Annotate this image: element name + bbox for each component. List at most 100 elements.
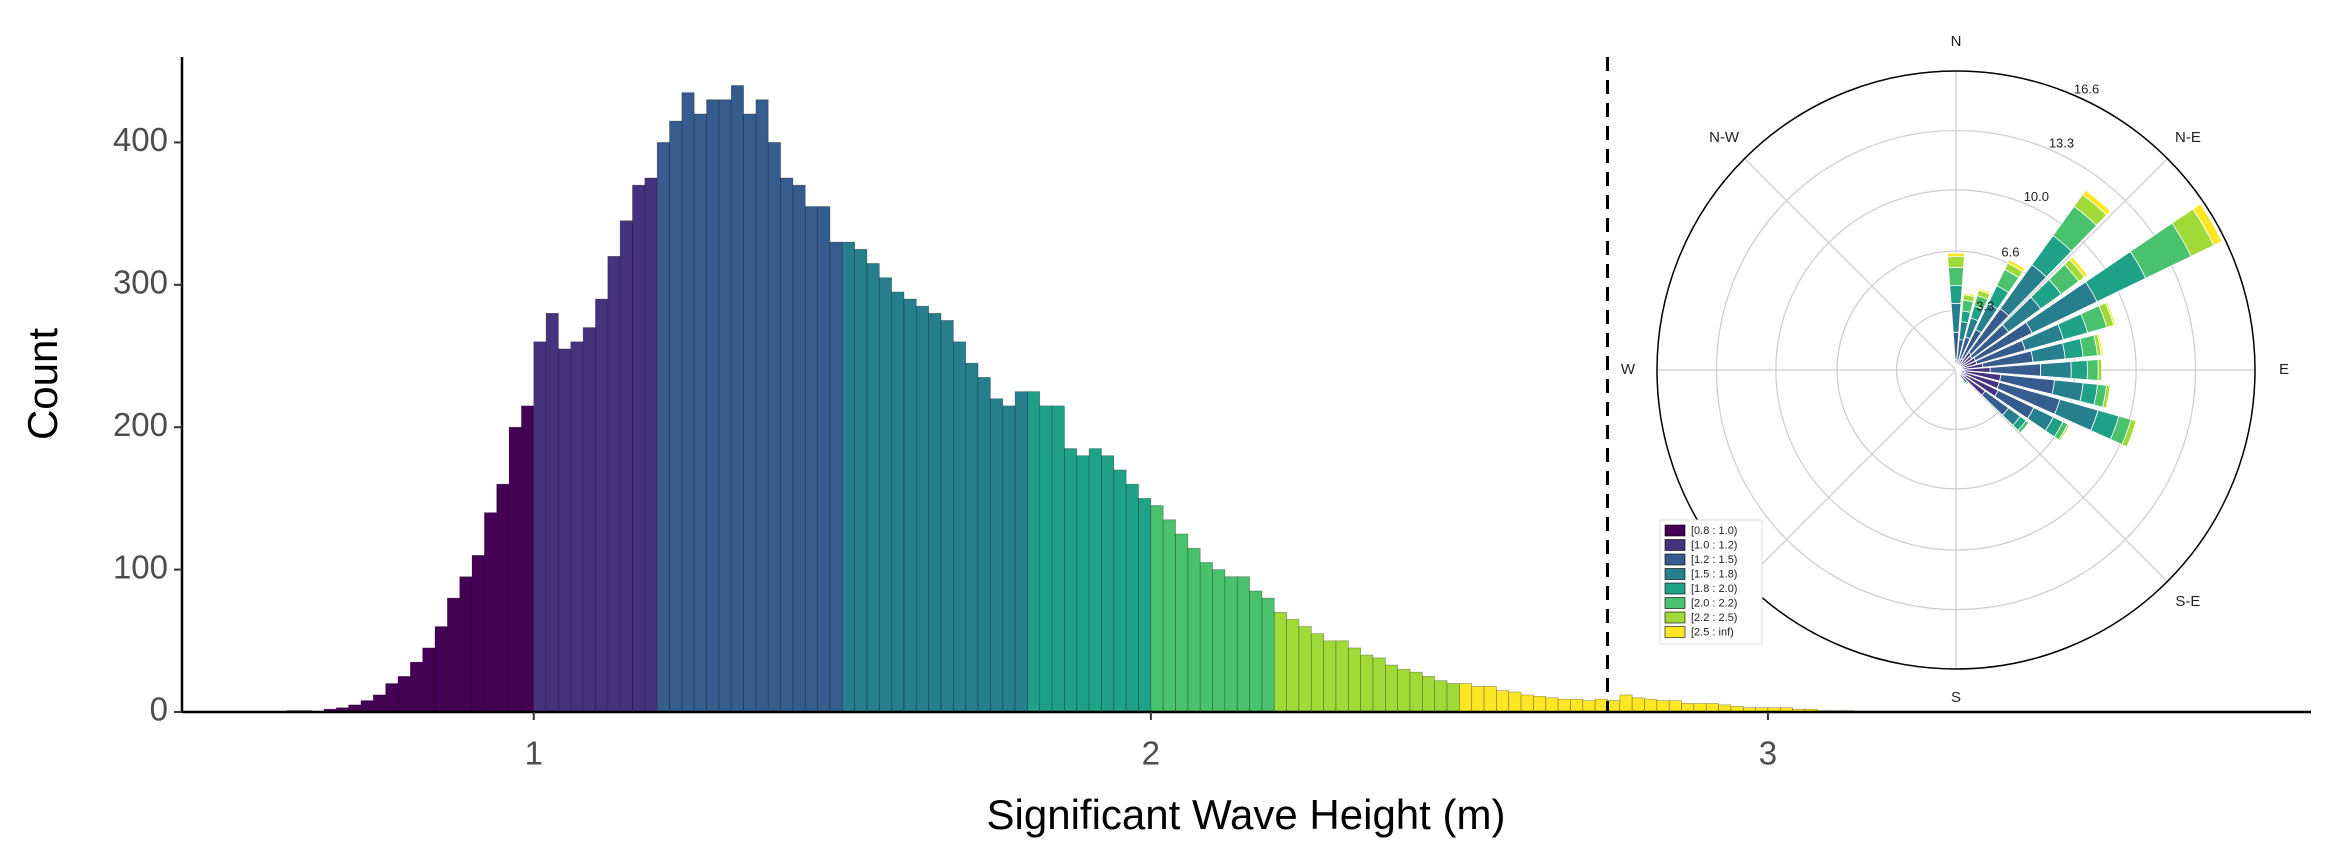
histogram-bar (1286, 619, 1300, 713)
rose-direction-label: S (1951, 689, 1961, 706)
histogram-bar (841, 241, 855, 713)
y-tick-label: 300 (113, 264, 168, 301)
histogram-bar (1384, 664, 1399, 713)
histogram-bar (1496, 690, 1510, 713)
histogram-bar (878, 277, 893, 713)
rose-wedge (1948, 266, 1964, 286)
histogram-bar (1360, 654, 1374, 713)
histogram-bar (1249, 590, 1263, 713)
histogram-bar (1693, 703, 1707, 713)
histogram-bar (1471, 686, 1485, 713)
rose-spoke (1744, 369, 1957, 582)
histogram-bar (903, 298, 917, 713)
histogram-bar (977, 377, 991, 713)
histogram-bar (1125, 483, 1139, 713)
rose-wedge (1963, 292, 1976, 298)
rose-direction-label: S-E (2175, 593, 2200, 610)
histogram-bar (1298, 626, 1312, 713)
rose-direction-label: N-W (1709, 129, 1740, 146)
rose-wedge (1966, 382, 1969, 385)
y-tick-label: 400 (113, 121, 168, 158)
histogram-bar (792, 184, 806, 713)
rose-direction-label: N-E (2175, 129, 2201, 146)
histogram-bar (1323, 640, 1337, 713)
histogram-bar (1681, 703, 1695, 713)
rose-direction-label: N (1951, 33, 1962, 50)
y-tick-label: 200 (113, 406, 168, 443)
legend-label: [1.5 : 1.8) (1691, 568, 1737, 580)
histogram-bar (669, 120, 683, 713)
histogram-bar (1101, 455, 1115, 713)
rose-wedge (1978, 288, 1992, 295)
histogram-bar (866, 263, 880, 713)
histogram-bar (644, 177, 658, 713)
histogram-bar (656, 142, 670, 713)
histogram-bar (1199, 562, 1213, 713)
histogram-bar (397, 676, 411, 713)
histogram-bar (1236, 576, 1250, 713)
histogram-bar (1273, 611, 1287, 713)
rose-wedge (2096, 333, 2104, 356)
rose-wedge (2070, 359, 2088, 381)
histogram-bar (508, 426, 522, 713)
rose-frame (1656, 70, 2256, 670)
x-axis-title: Significant Wave Height (m) (987, 791, 1506, 838)
histogram-bar (619, 220, 633, 713)
histogram-bar (1039, 405, 1053, 713)
histogram-bar (1261, 597, 1275, 713)
histogram-bar (1051, 405, 1065, 713)
histogram-bars (286, 85, 1855, 713)
histogram-bar (891, 291, 905, 713)
legend-swatch (1664, 553, 1686, 566)
histogram-bar (829, 241, 843, 713)
rose-radial-label: 6.6 (2001, 245, 2019, 260)
rose-spoke (1744, 158, 1957, 371)
histogram-bar (558, 348, 572, 713)
histogram-bar (1335, 640, 1349, 713)
rose-radial-label: 16.6 (2074, 81, 2099, 96)
histogram-bar (1310, 633, 1324, 713)
histogram-bar (471, 555, 485, 713)
histogram-bar (1594, 698, 1608, 713)
rose-wedge (2020, 422, 2030, 434)
histogram-bar (484, 512, 498, 713)
histogram-bar (1570, 698, 1584, 713)
legend-swatch (1664, 582, 1686, 595)
legend-swatch (1664, 597, 1686, 609)
histogram-bar (1520, 694, 1534, 713)
histogram-bar (1150, 505, 1164, 713)
histogram-bar (854, 248, 868, 713)
histogram-bar (928, 312, 942, 713)
histogram-bar (1459, 683, 1473, 713)
histogram-bar (681, 92, 695, 713)
rose-wedge (2086, 359, 2099, 381)
histogram-bar (1187, 547, 1201, 713)
histogram-bar (1619, 694, 1633, 713)
rose-radial-label: 13.3 (2049, 135, 2074, 150)
histogram-bar (1076, 455, 1090, 713)
legend-label: [2.5 : inf) (1691, 626, 1734, 638)
histogram-bar (706, 99, 720, 713)
legend-swatch (1664, 626, 1686, 638)
histogram-bar (1138, 498, 1152, 713)
histogram-bar (1014, 391, 1028, 713)
histogram-bar (730, 85, 744, 713)
histogram-bar (1212, 569, 1226, 713)
histogram-bar (1434, 680, 1448, 713)
rose-wedge (2007, 259, 2026, 273)
histogram-bar (1557, 698, 1571, 713)
histogram-bar (422, 647, 436, 713)
legend-swatch (1664, 568, 1686, 580)
histogram-bar (1162, 519, 1176, 713)
histogram-bar (1545, 697, 1559, 713)
histogram-bar (385, 683, 399, 713)
histogram-bar (1446, 683, 1460, 713)
rose-wedge (2081, 189, 2112, 216)
rose-spoke (1955, 158, 2168, 371)
histogram-bar (1644, 698, 1658, 713)
histogram-bar (965, 362, 979, 713)
histogram-bar (360, 700, 374, 713)
histogram-bar (916, 305, 930, 713)
rose-wedge (1949, 284, 1963, 304)
histogram-bar (521, 405, 535, 713)
